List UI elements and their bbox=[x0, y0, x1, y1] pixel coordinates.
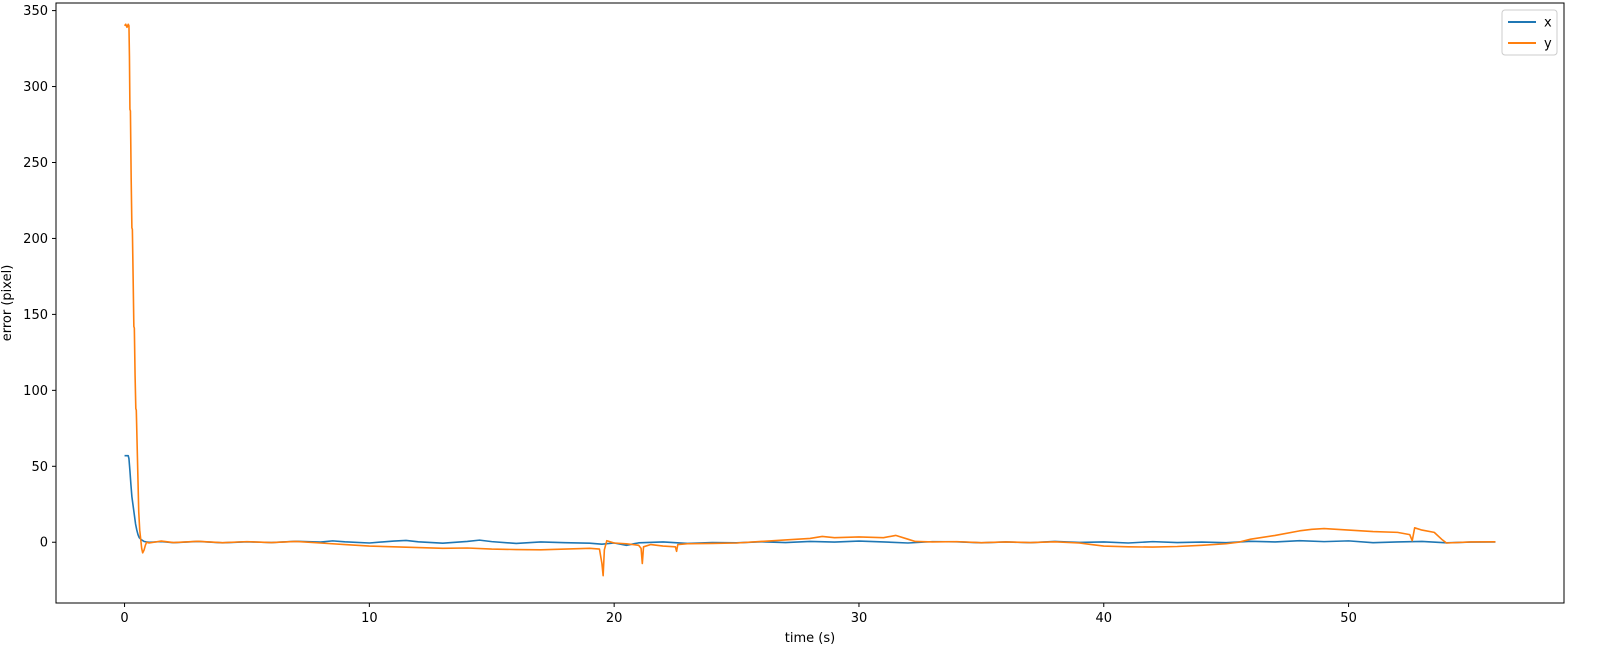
x-tick-label: 30 bbox=[851, 611, 868, 626]
legend-label-x: x bbox=[1544, 16, 1552, 31]
series-line-y bbox=[123, 23, 1496, 577]
plot-lines bbox=[123, 23, 1496, 577]
y-tick-label: 50 bbox=[31, 460, 48, 475]
y-axis-ticks: 0 50 100 150 200 250 300 350 bbox=[23, 4, 56, 551]
y-axis-label: error (pixel) bbox=[0, 265, 15, 342]
x-tick-label: 20 bbox=[606, 611, 623, 626]
x-axis-ticks: 0 10 20 30 40 50 bbox=[120, 603, 1357, 626]
axes-frame bbox=[55, 2, 1565, 604]
y-tick-label: 300 bbox=[23, 80, 48, 95]
y-tick-label: 150 bbox=[23, 308, 48, 323]
x-tick-label: 10 bbox=[361, 611, 378, 626]
x-tick-label: 40 bbox=[1095, 611, 1112, 626]
x-tick-label: 50 bbox=[1340, 611, 1357, 626]
y-tick-label: 100 bbox=[23, 384, 48, 399]
y-tick-label: 0 bbox=[40, 536, 48, 551]
legend-label-y: y bbox=[1544, 37, 1552, 52]
y-tick-label: 350 bbox=[23, 4, 48, 19]
x-axis-label: time (s) bbox=[785, 631, 835, 646]
x-tick-label: 0 bbox=[120, 611, 128, 626]
y-tick-label: 250 bbox=[23, 156, 48, 171]
legend: x y bbox=[1501, 9, 1558, 56]
y-tick-label: 200 bbox=[23, 232, 48, 247]
